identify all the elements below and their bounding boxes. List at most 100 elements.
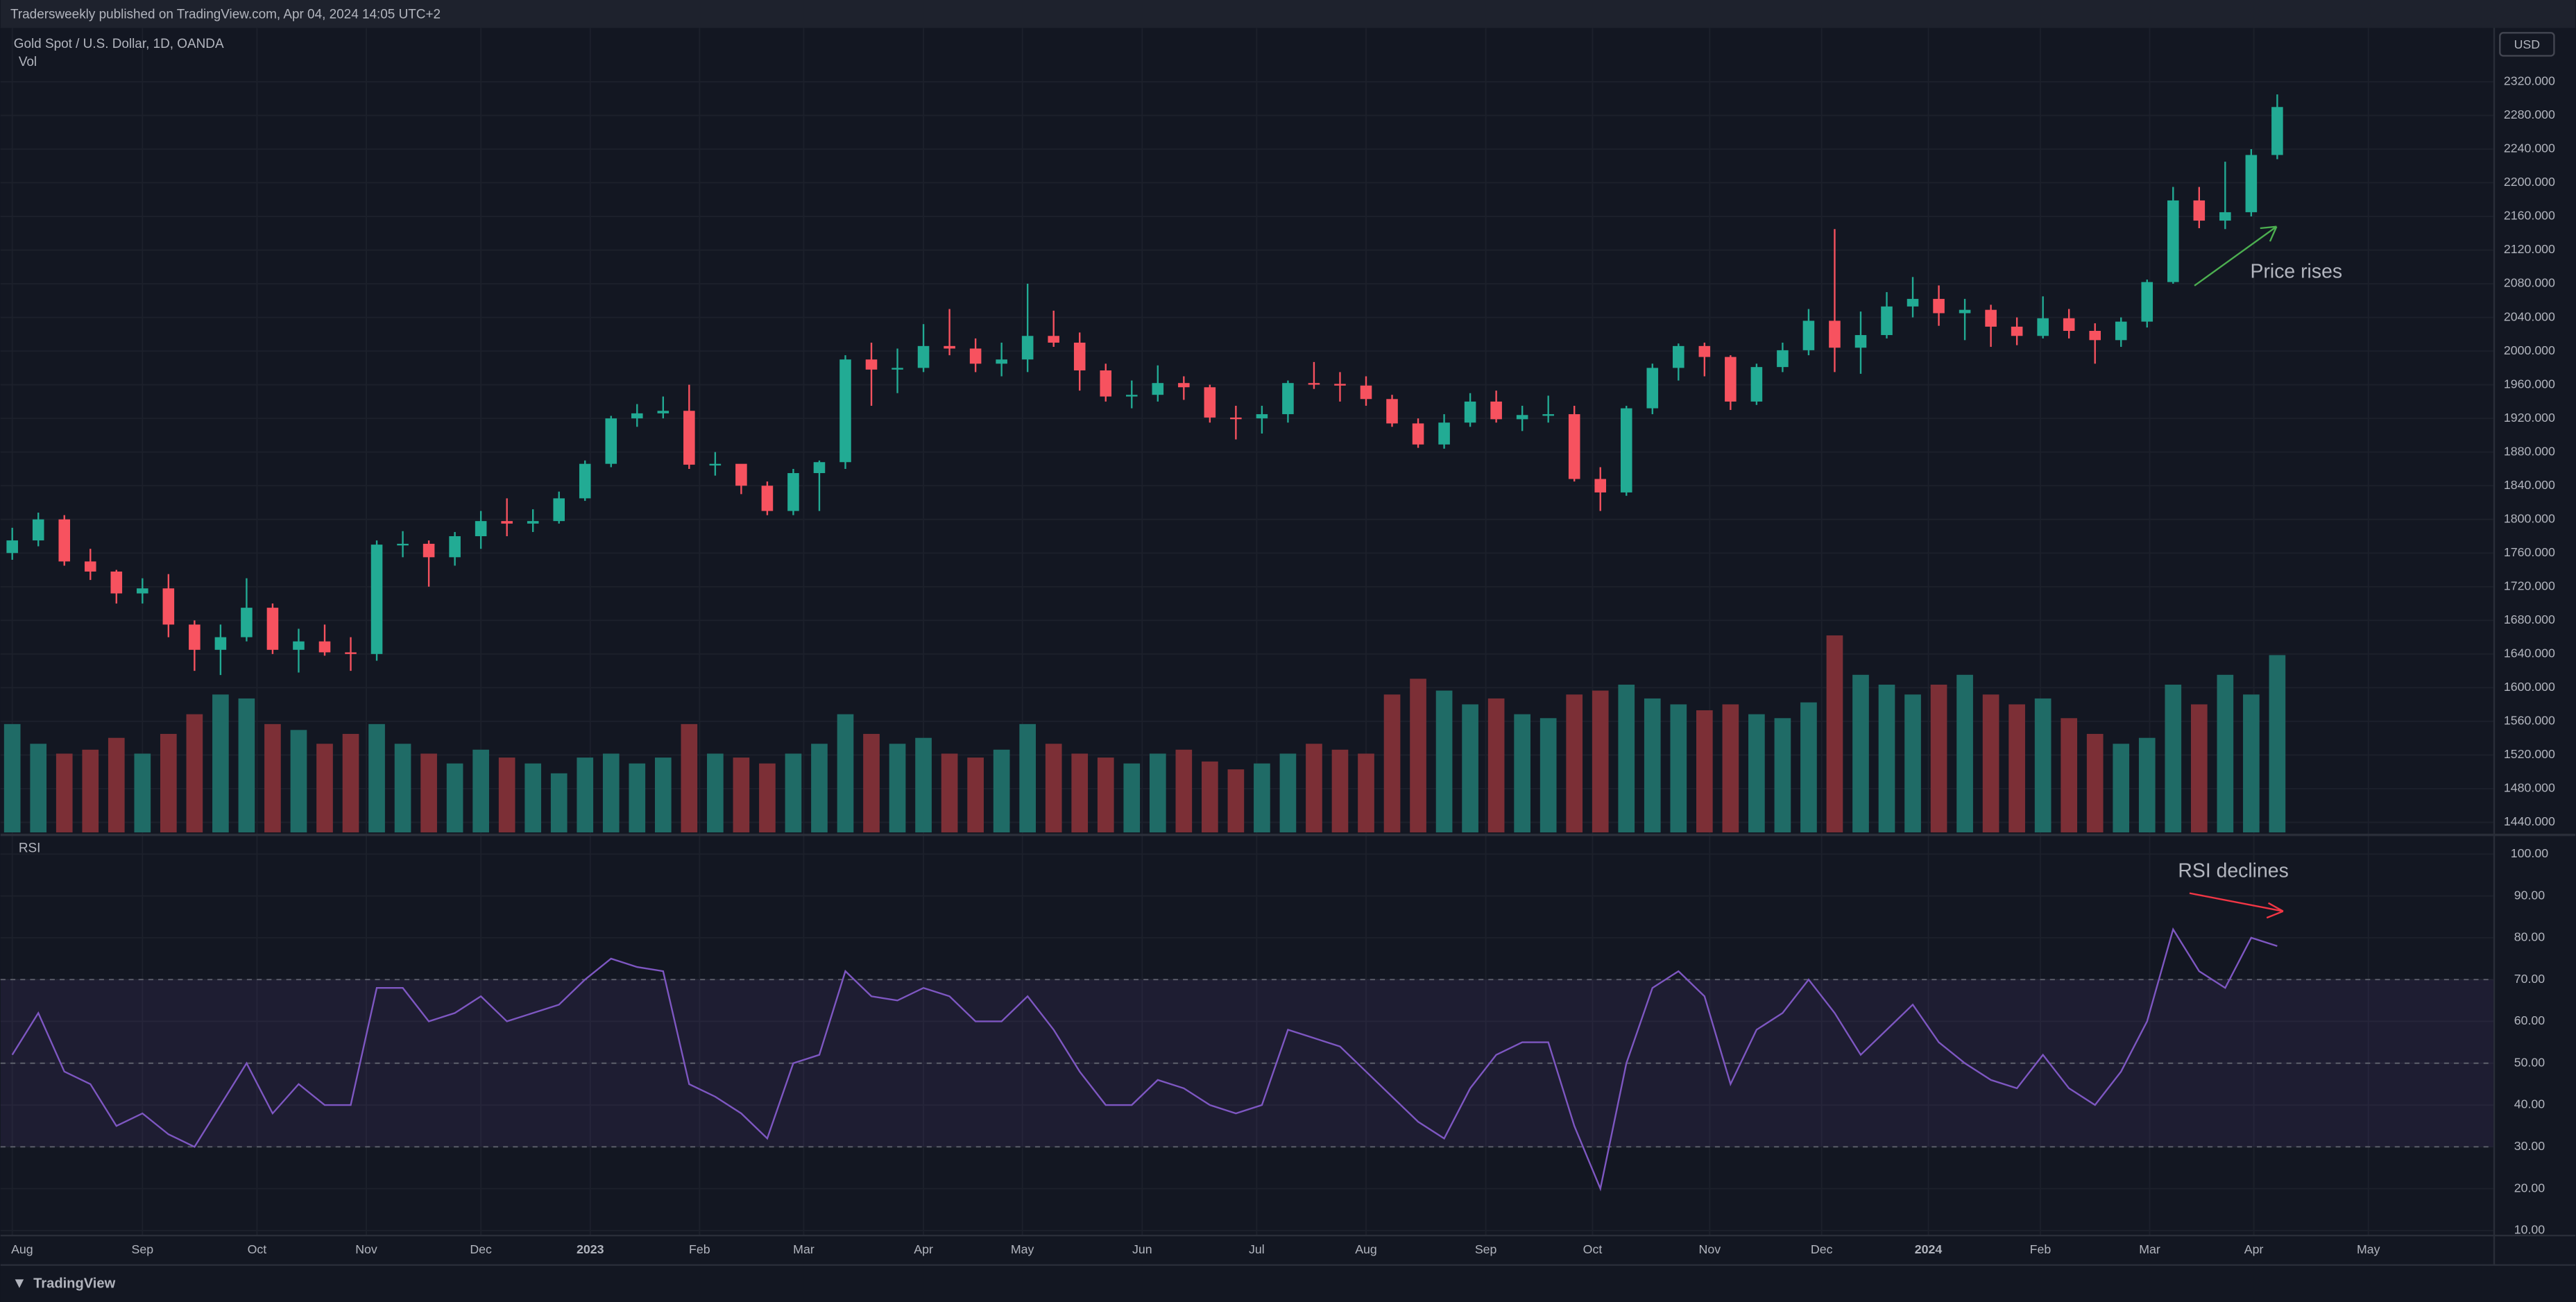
volume-bar: [82, 749, 99, 833]
volume-bar: [1930, 685, 1947, 833]
volume-bar: [394, 744, 411, 833]
x-tick-label: Aug: [1355, 1242, 1377, 1256]
y-tick-label: 1840.000: [2504, 478, 2555, 492]
y-tick-label: 1680.000: [2504, 613, 2555, 626]
candle-body: [1412, 423, 1424, 445]
x-tick-label: Dec: [1811, 1242, 1833, 1256]
candle-body: [1516, 415, 1528, 420]
annotation-text: RSI declines: [2178, 859, 2288, 882]
tradingview-logo[interactable]: ▼ TradingView: [12, 1275, 115, 1292]
y-tick-label: 2000.000: [2504, 343, 2555, 357]
candle-body: [631, 413, 643, 419]
volume-bar: [1254, 763, 1270, 833]
volume-bar: [1878, 685, 1895, 833]
volume-bar: [2217, 674, 2234, 833]
y-tick-label: 80.00: [2514, 930, 2545, 944]
volume-bar: [498, 757, 515, 833]
volume-bar: [238, 698, 255, 833]
candle-body: [1829, 320, 1841, 348]
volume-bar: [1904, 694, 1921, 833]
x-tick-label: Feb: [689, 1242, 710, 1256]
annotation-arrow-head: [2260, 225, 2278, 242]
volume-bar: [1358, 753, 1374, 833]
logo-text: TradingView: [33, 1276, 115, 1291]
x-tick-label: Nov: [355, 1242, 377, 1256]
volume-bar: [1462, 704, 1478, 833]
candle-body: [2193, 200, 2206, 221]
candle-body: [293, 641, 305, 650]
annotation-arrow: [2194, 225, 2278, 286]
volume-bar: [2113, 744, 2130, 833]
candle-body: [1646, 368, 1659, 409]
candle-body: [1725, 357, 1737, 402]
volume-bar: [1227, 769, 1245, 833]
y-tick-label: 1520.000: [2504, 747, 2555, 761]
candle-body: [892, 368, 903, 370]
candle-body: [605, 418, 617, 464]
candle-body: [1594, 479, 1607, 492]
footer-bar: [0, 1264, 2576, 1302]
volume-bar: [1306, 744, 1322, 833]
x-tick-label: May: [2357, 1242, 2380, 1256]
candle-body: [787, 473, 799, 511]
y-tick-label: 1440.000: [2504, 814, 2555, 828]
volume-bar: [1410, 678, 1426, 833]
candle-body: [1750, 367, 1763, 402]
currency-label[interactable]: USD: [2514, 37, 2540, 51]
candle-body: [1568, 414, 1580, 479]
volume-bar: [1644, 698, 1661, 833]
candle-body: [735, 463, 747, 486]
annotation-text: Price rises: [2251, 260, 2343, 282]
volume-bar: [759, 763, 776, 833]
volume-bar: [2269, 655, 2286, 833]
rsi-line: [11, 927, 2278, 1192]
volume-bar: [264, 723, 281, 833]
candle-body: [1490, 401, 1502, 420]
candle-body: [266, 608, 279, 650]
volume-bar: [2034, 698, 2052, 833]
currency-box[interactable]: [2499, 32, 2555, 57]
volume-bar: [186, 714, 203, 833]
candle-body: [1881, 306, 1893, 336]
x-tick-label: Apr: [914, 1242, 933, 1256]
volume-bar: [1045, 744, 1062, 833]
y-tick-label: 1720.000: [2504, 579, 2555, 592]
volume-bar: [1331, 749, 1349, 833]
candle-body: [1256, 414, 1268, 419]
candle-body: [162, 588, 175, 625]
candle-body: [1698, 345, 1711, 357]
candle-body: [501, 521, 513, 524]
volume-bar: [212, 694, 229, 833]
y-tick-label: 100.00: [2511, 846, 2548, 860]
x-tick-label: Sep: [132, 1242, 154, 1256]
y-tick-label: 2200.000: [2504, 175, 2555, 189]
volume-bar: [446, 763, 463, 833]
candle-body: [1777, 350, 1789, 368]
x-tick-label: Oct: [1583, 1242, 1603, 1256]
volume-bar: [1826, 635, 1843, 833]
volume-bar: [1071, 753, 1089, 833]
candle-body: [397, 543, 409, 546]
volume-bar: [30, 744, 47, 833]
volume-bar: [1592, 690, 1609, 833]
candle-body: [2063, 318, 2075, 331]
volume-bar: [290, 730, 307, 833]
candle-body: [1386, 399, 1398, 424]
candle-body: [423, 543, 435, 558]
volume-bar: [524, 763, 542, 833]
x-tick-label: 2024: [1915, 1242, 1943, 1256]
candle-body: [2271, 107, 2283, 155]
volume-label: Vol: [19, 55, 37, 69]
candle-body: [1985, 309, 1997, 327]
candle-body: [345, 652, 357, 654]
volume-bar: [837, 714, 854, 833]
y-tick-label: 90.00: [2514, 888, 2545, 902]
volume-bar: [472, 749, 489, 833]
candle-body: [761, 486, 774, 511]
candle-body: [241, 608, 253, 637]
candle-body: [865, 359, 878, 370]
volume-bar: [2061, 718, 2078, 833]
volume-bar: [134, 753, 151, 833]
volume-bar: [1774, 718, 1791, 833]
candle-body: [1204, 387, 1216, 418]
